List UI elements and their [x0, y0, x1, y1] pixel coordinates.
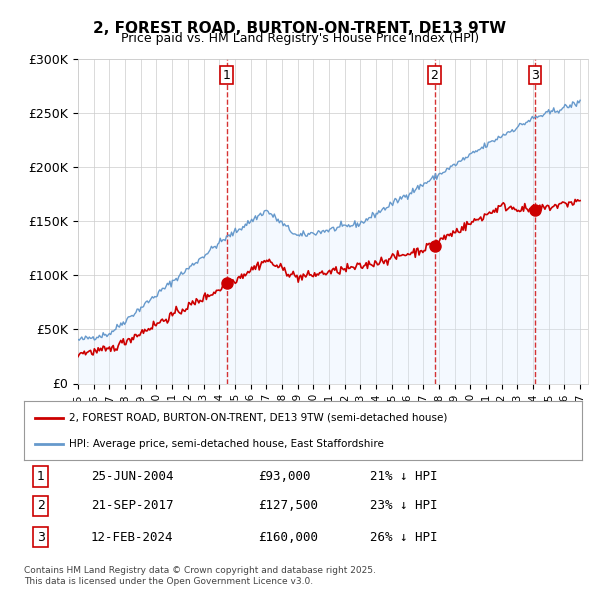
Text: 23% ↓ HPI: 23% ↓ HPI — [370, 499, 437, 513]
Text: 21-SEP-2017: 21-SEP-2017 — [91, 499, 173, 513]
Text: £127,500: £127,500 — [259, 499, 319, 513]
Text: 26% ↓ HPI: 26% ↓ HPI — [370, 530, 437, 543]
Text: 3: 3 — [531, 68, 539, 82]
Text: Contains HM Land Registry data © Crown copyright and database right 2025.
This d: Contains HM Land Registry data © Crown c… — [24, 566, 376, 586]
Text: 3: 3 — [37, 530, 44, 543]
Text: 2, FOREST ROAD, BURTON-ON-TRENT, DE13 9TW: 2, FOREST ROAD, BURTON-ON-TRENT, DE13 9T… — [94, 21, 506, 35]
Text: 12-FEB-2024: 12-FEB-2024 — [91, 530, 173, 543]
Text: 25-JUN-2004: 25-JUN-2004 — [91, 470, 173, 483]
Text: Price paid vs. HM Land Registry's House Price Index (HPI): Price paid vs. HM Land Registry's House … — [121, 32, 479, 45]
Text: 2, FOREST ROAD, BURTON-ON-TRENT, DE13 9TW (semi-detached house): 2, FOREST ROAD, BURTON-ON-TRENT, DE13 9T… — [68, 413, 447, 422]
Text: HPI: Average price, semi-detached house, East Staffordshire: HPI: Average price, semi-detached house,… — [68, 439, 383, 448]
Text: 1: 1 — [37, 470, 44, 483]
Text: £160,000: £160,000 — [259, 530, 319, 543]
Text: £93,000: £93,000 — [259, 470, 311, 483]
Text: 1: 1 — [223, 68, 231, 82]
Text: 21% ↓ HPI: 21% ↓ HPI — [370, 470, 437, 483]
Text: 2: 2 — [37, 499, 44, 513]
Text: 2: 2 — [431, 68, 439, 82]
